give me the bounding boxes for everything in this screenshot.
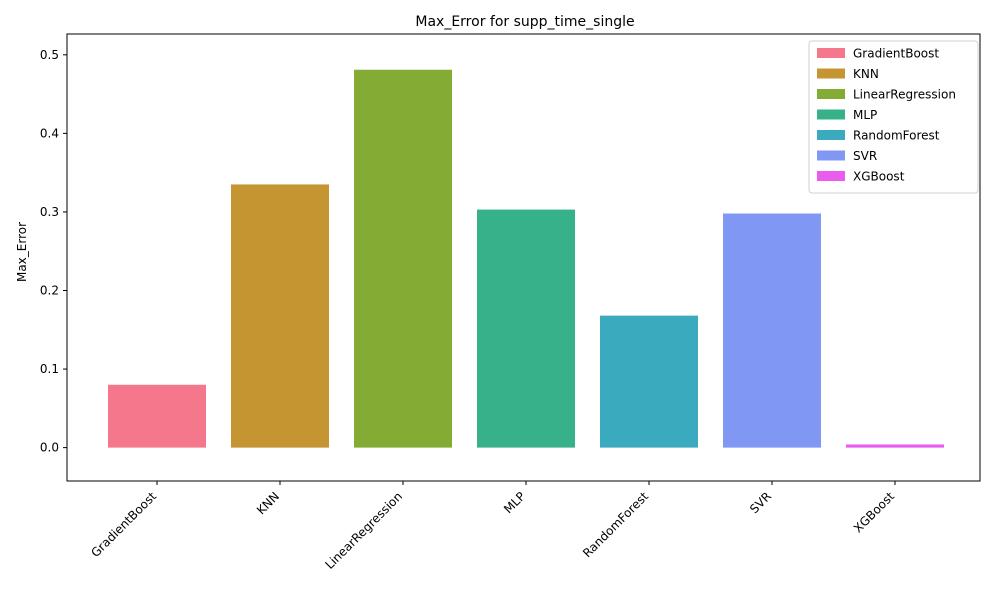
legend-label: RandomForest [853,129,940,143]
x-tick-label: RandomForest [580,489,651,560]
bar-mlp [477,209,575,448]
y-tick-label: 0.4 [40,126,59,140]
legend-swatch [817,150,845,161]
x-tick-label: XGBoost [851,489,897,535]
legend-swatch [817,109,845,120]
legend-box [808,40,979,194]
chart-title: Max_Error for supp_time_single [415,14,634,30]
bar-knn [231,184,329,448]
legend-swatch [817,48,845,58]
x-tick-label: KNN [254,489,282,517]
legend-swatch [817,171,845,181]
x-tick-label: GradientBoost [88,489,159,560]
legend-swatch [817,89,845,99]
plot-frame [66,33,981,482]
bar-randomforest [600,315,698,448]
x-tick-label: MLP [501,489,528,516]
y-axis-label: Max_Error [15,222,29,282]
legend-label: KNN [853,67,879,81]
bars-layer [108,69,944,448]
bar-linearregression [354,69,452,448]
legend-swatch [817,68,845,79]
y-tick-label: 0.0 [40,441,59,455]
legend-label: MLP [853,108,877,122]
bar-svr [723,213,821,448]
x-tick-label: LinearRegression [322,489,405,572]
legend-label: XGBoost [853,170,905,184]
legend-label: LinearRegression [853,88,956,102]
bar-gradientboost [108,384,206,448]
x-tick-label: SVR [747,489,774,516]
y-tick-label: 0.1 [40,362,59,376]
legend: GradientBoost KNN LinearRegression MLP Rando… [808,40,979,194]
y-tick-label: 0.3 [40,205,59,219]
bar-xgboost [846,444,944,448]
y-tick-label: 0.2 [40,283,59,297]
legend-label: GradientBoost [853,47,939,61]
y-tick-label: 0.5 [40,48,59,62]
legend-label: SVR [853,149,877,163]
legend-swatch [817,130,845,140]
